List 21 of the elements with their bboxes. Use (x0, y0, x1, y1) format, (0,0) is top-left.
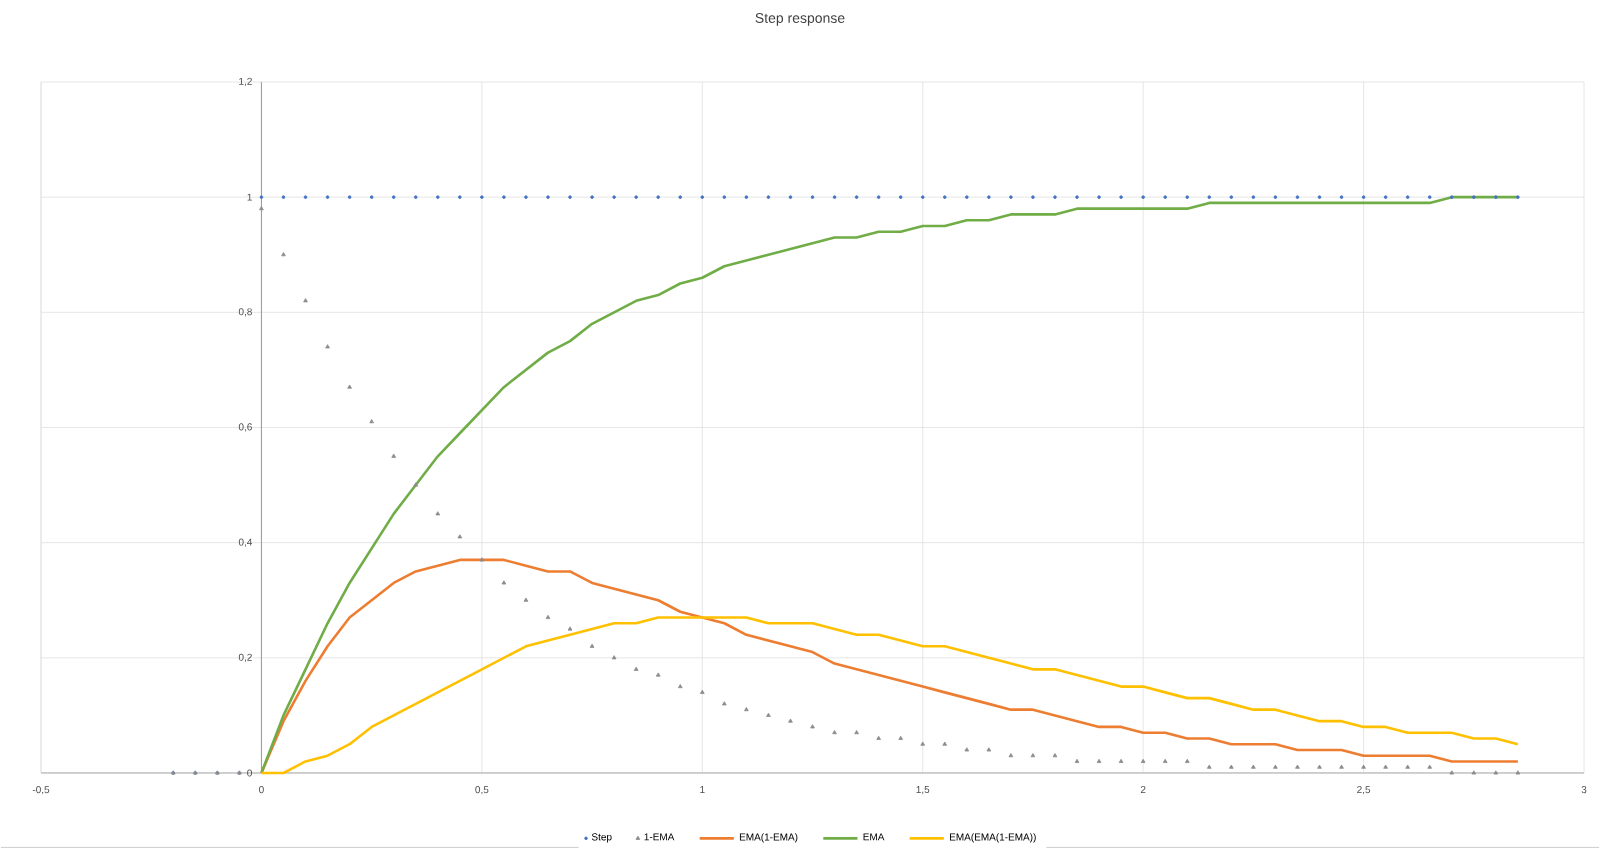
x-tick-label: 2 (1140, 786, 1146, 794)
x-tick-label: 3 (1581, 786, 1587, 794)
x-tick-label: 0 (259, 786, 264, 794)
chart-title: Step response (755, 13, 845, 26)
y-tick-label: 1 (247, 193, 252, 201)
y-tick-label: 0 (247, 769, 252, 777)
legend-label: 1-EMA (644, 833, 675, 841)
legend-label: EMA (863, 833, 885, 841)
y-tick-label: 0,4 (238, 538, 253, 547)
x-tick-label: 1,5 (916, 786, 930, 795)
y-tick-label: 1,2 (239, 77, 252, 87)
x-tick-label: 1 (700, 786, 705, 793)
x-tick-label: 0,5 (475, 786, 489, 795)
y-tick-label: 0,2 (238, 653, 252, 662)
y-tick-label: 0,6 (238, 423, 252, 432)
y-tick-label: 0,8 (238, 308, 252, 317)
legend-label: EMA(EMA(1-EMA)) (949, 833, 1036, 843)
x-tick-label: 2,5 (1357, 786, 1371, 795)
legend-label: Step (591, 833, 612, 843)
legend-label: EMA(1-EMA) (739, 833, 798, 843)
x-tick-label: -0,5 (32, 786, 50, 795)
